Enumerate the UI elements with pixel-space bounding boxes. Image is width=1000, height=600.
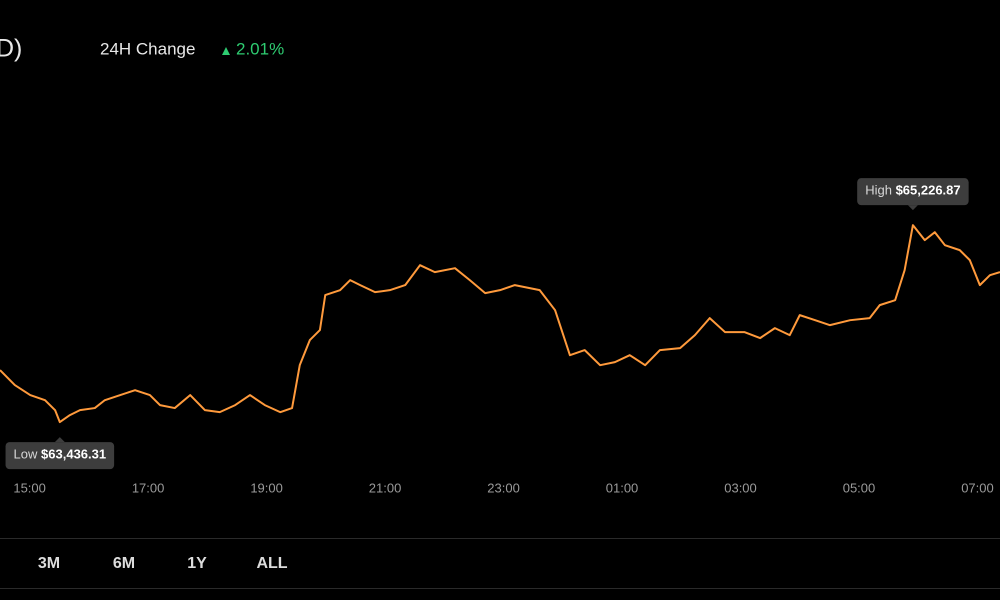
title-fragment: D): [0, 35, 22, 63]
x-tick-label: 07:00: [961, 480, 994, 495]
x-tick-label: 03:00: [724, 480, 757, 495]
annotation-text: High $65,226.87: [865, 183, 960, 198]
price-annotation: High $65,226.87: [857, 178, 969, 211]
chart: 15:00 17:00 19:00 21:00 23:00 01:00 03:00 05:00…: [0, 178, 1000, 495]
x-tick-label: 17:00: [132, 480, 165, 495]
range-button[interactable]: ALL: [256, 555, 287, 572]
change-value: 2.01%: [236, 39, 284, 58]
x-tick-label: 01:00: [606, 480, 639, 495]
annotation-pointer: [907, 205, 918, 211]
price-line: [0, 224, 1000, 424]
x-tick-label: 23:00: [487, 480, 520, 495]
x-tick-label: 05:00: [843, 480, 876, 495]
annotation-value: $63,436.31: [41, 447, 106, 462]
price-annotation: Low $63,436.31: [5, 437, 115, 470]
range-button[interactable]: 6M: [113, 555, 135, 572]
x-tick-label: 21:00: [369, 480, 402, 495]
range-button[interactable]: 1Y: [187, 555, 207, 572]
up-arrow-icon: [222, 47, 230, 55]
range-button[interactable]: 3M: [38, 555, 60, 572]
range-selector: 3M 6M 1Y ALL: [38, 555, 288, 572]
annotation-box: [857, 178, 969, 206]
annotation-label: High: [865, 183, 892, 198]
change-label: 24H Change: [100, 39, 195, 58]
annotation-text: Low $63,436.31: [14, 447, 107, 462]
x-tick-label: 15:00: [13, 480, 46, 495]
annotation-box: [5, 442, 115, 470]
annotation-pointer: [54, 437, 65, 443]
annotation-value: $65,226.87: [896, 183, 961, 198]
annotation-label: Low: [14, 447, 38, 462]
x-tick-label: 19:00: [250, 480, 283, 495]
